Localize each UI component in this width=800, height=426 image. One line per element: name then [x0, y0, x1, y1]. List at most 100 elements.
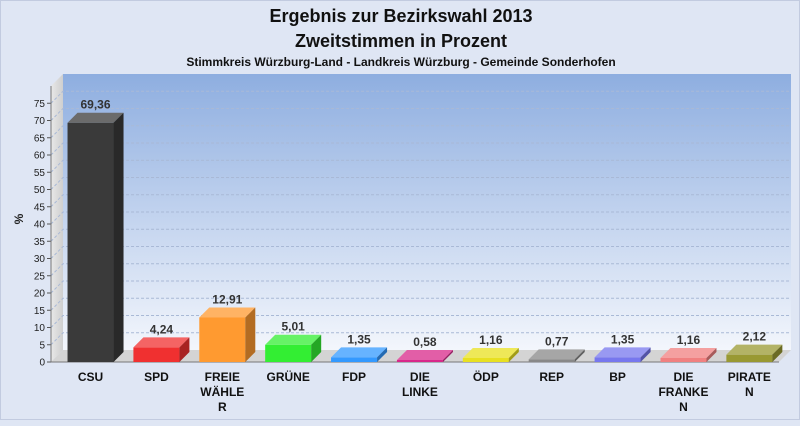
gridline — [50, 90, 791, 104]
gridline — [50, 194, 791, 208]
x-category-label: LINKE — [402, 385, 438, 399]
bar-side — [113, 112, 124, 362]
bar-side — [508, 347, 519, 362]
y-tick-label: 5 — [39, 340, 45, 351]
bar-side — [179, 337, 190, 362]
bar — [331, 357, 378, 362]
bar-value-label: 0,77 — [545, 334, 569, 348]
bar-top — [594, 347, 651, 358]
gridline — [50, 263, 791, 277]
bar-top — [199, 307, 256, 318]
bar-value-label: 1,16 — [677, 333, 701, 347]
bar-side — [442, 349, 453, 362]
bar-top — [396, 349, 453, 360]
bar-top — [726, 344, 783, 355]
x-category-label: GRÜNE — [267, 369, 310, 384]
y-tick-label: 10 — [34, 323, 46, 334]
chart-location-subtitle: Stimmkreis Würzburg-Land - Landkreis Wür… — [186, 55, 615, 69]
bar-side — [377, 347, 388, 362]
bar — [594, 357, 641, 362]
x-category-label: PIRATE — [728, 370, 771, 384]
x-category-label: N — [679, 400, 688, 414]
x-category-label: DIE — [410, 370, 430, 384]
bar — [265, 344, 312, 362]
bar-top — [331, 347, 388, 358]
gridline — [50, 246, 791, 259]
y-tick-label: 75 — [34, 99, 46, 110]
y-tick-label: 15 — [34, 306, 46, 317]
bar-group — [660, 347, 717, 362]
x-category-label: CSU — [78, 370, 103, 384]
y-axis-label: % — [12, 213, 26, 224]
bar-side — [311, 334, 322, 362]
bar-group — [133, 337, 190, 362]
bar-value-label: 1,16 — [479, 333, 503, 347]
bar-value-label: 12,91 — [212, 292, 242, 306]
bar — [462, 357, 509, 362]
x-category-label: SPD — [144, 370, 169, 384]
y-tick-label: 30 — [34, 254, 46, 265]
bar-top — [265, 334, 322, 345]
y-tick-label: 70 — [34, 116, 46, 127]
y-tick-label: 25 — [34, 271, 46, 282]
bar-side — [245, 307, 256, 362]
bar-top — [67, 112, 124, 123]
bar-value-label: 69,36 — [81, 98, 111, 112]
bar-group — [67, 112, 124, 362]
bar-value-label: 2,12 — [743, 330, 767, 344]
bar-value-label: 4,24 — [150, 322, 174, 336]
x-category-label: N — [745, 385, 754, 399]
bar — [528, 359, 575, 362]
bar-group — [462, 347, 519, 362]
bar-value-label: 1,35 — [347, 332, 371, 346]
x-category-label: ÖDP — [473, 369, 499, 384]
gridline — [50, 297, 791, 311]
bar-group — [528, 349, 585, 362]
y-tick-label: 40 — [34, 220, 46, 231]
bar — [67, 122, 114, 362]
bar-group — [726, 344, 783, 362]
x-category-label: FREIE — [205, 370, 240, 384]
y-tick-label: 55 — [34, 168, 46, 179]
bar-side — [574, 349, 585, 362]
bar-top — [528, 349, 585, 360]
x-category-label: DIE — [673, 370, 693, 384]
x-category-label: REP — [539, 370, 564, 384]
gridline — [50, 142, 791, 156]
plot-left-wall — [51, 74, 63, 362]
x-category-label: BP — [609, 370, 626, 384]
chart-title: Ergebnis zur Bezirkswahl 2013 — [269, 6, 532, 26]
gridline — [50, 108, 791, 121]
bar-side — [640, 347, 651, 362]
y-tick-label: 20 — [34, 289, 46, 300]
bar-side — [706, 347, 717, 362]
bar — [199, 317, 246, 362]
y-tick-label: 35 — [34, 237, 46, 248]
gridline — [50, 228, 791, 242]
y-tick-label: 50 — [34, 185, 46, 196]
bar-group — [199, 307, 256, 362]
bar-top — [660, 347, 717, 358]
bar-group — [265, 334, 322, 362]
gridline — [50, 125, 791, 139]
y-tick-label: 0 — [39, 358, 45, 369]
y-tick-label: 65 — [34, 133, 46, 144]
bar-value-label: 5,01 — [281, 320, 305, 334]
x-category-label: FDP — [342, 370, 366, 384]
bar-side — [772, 344, 783, 362]
gridline — [50, 159, 791, 173]
bar-group — [331, 347, 388, 362]
bar — [660, 357, 707, 362]
gridline — [50, 280, 791, 294]
chart-subtitle: Zweitstimmen in Prozent — [295, 31, 507, 51]
bar-value-label: 0,58 — [413, 335, 437, 349]
bar-value-label: 1,35 — [611, 332, 635, 346]
gridline — [50, 332, 791, 346]
gridline — [50, 211, 791, 225]
bar — [396, 359, 443, 362]
bar-group — [594, 347, 651, 362]
bar — [133, 347, 180, 362]
x-category-label: R — [218, 400, 227, 414]
